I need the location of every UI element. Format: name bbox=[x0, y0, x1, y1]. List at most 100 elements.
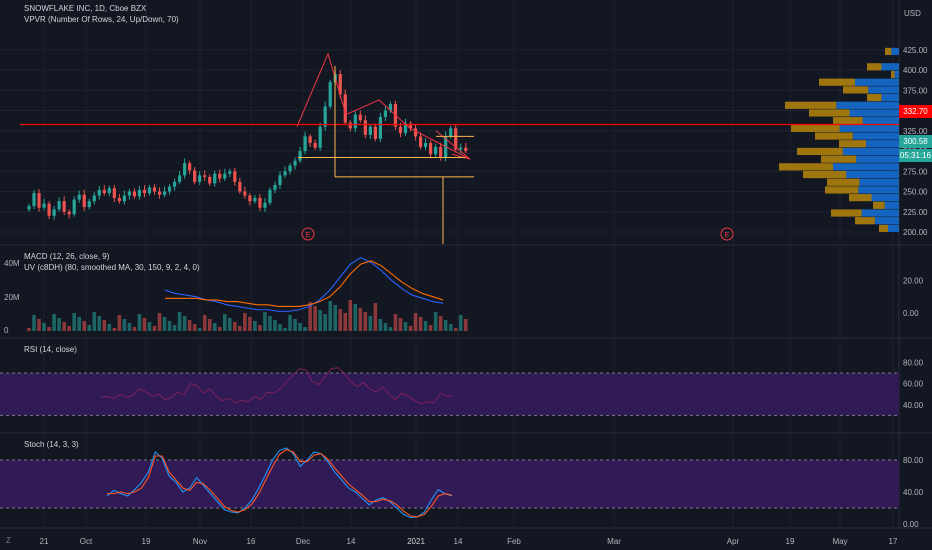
volume-bar bbox=[233, 322, 237, 331]
vpvr-down-bar bbox=[827, 178, 860, 186]
time-tick-label: 19 bbox=[142, 537, 151, 546]
candle-body bbox=[308, 136, 312, 143]
volume-bar bbox=[373, 303, 378, 331]
vpvr-up-bar bbox=[836, 101, 899, 109]
candle-body bbox=[47, 203, 51, 216]
volume-bar bbox=[288, 315, 292, 331]
rsi-label: RSI (14, close) bbox=[24, 345, 77, 354]
vpvr-up-bar bbox=[891, 47, 899, 56]
volume-bar bbox=[413, 313, 418, 331]
candle-body bbox=[183, 163, 187, 176]
candle-body bbox=[238, 181, 242, 192]
candle-body bbox=[303, 136, 307, 151]
candle-body bbox=[218, 173, 222, 179]
macd-tick-label: 20.00 bbox=[903, 276, 924, 285]
candle-body bbox=[313, 142, 317, 148]
timezone-icon[interactable]: Z bbox=[6, 536, 11, 545]
candle-body bbox=[439, 146, 443, 158]
price-tick-label: 250.00 bbox=[903, 188, 928, 197]
volume-bar bbox=[222, 314, 227, 331]
head-shoulders-pattern bbox=[296, 52, 471, 160]
vpvr-down-bar bbox=[825, 186, 859, 194]
candle-body bbox=[363, 120, 367, 135]
volume-bar bbox=[192, 324, 197, 331]
volume-bar bbox=[77, 317, 81, 331]
volume-bar bbox=[172, 325, 177, 331]
candle-body bbox=[454, 128, 458, 150]
candle-body bbox=[228, 171, 232, 174]
vpvr-up-bar bbox=[888, 224, 899, 232]
vpvr-up-bar bbox=[884, 201, 899, 209]
volume-bar bbox=[298, 323, 302, 331]
vpvr-up-bar bbox=[849, 109, 899, 117]
candle-body bbox=[188, 163, 192, 171]
volume-bar bbox=[423, 321, 428, 331]
countdown-badge: 05:31:16 bbox=[899, 149, 932, 162]
volume-bar bbox=[62, 322, 66, 331]
volume-bar bbox=[72, 313, 76, 331]
vpvr-down-bar bbox=[839, 140, 866, 148]
volume-bar bbox=[42, 323, 46, 331]
volume-bar bbox=[112, 328, 117, 331]
candle-body bbox=[434, 146, 438, 155]
vpvr-down-bar bbox=[855, 217, 875, 225]
candle-body bbox=[178, 175, 182, 182]
candle-body bbox=[358, 114, 362, 121]
volume-bar bbox=[318, 310, 322, 331]
vpvr-up-bar bbox=[858, 186, 899, 194]
volume-bar bbox=[248, 317, 252, 331]
volume-bar bbox=[348, 300, 353, 331]
macd-label: MACD (12, 26, close, 9) bbox=[24, 252, 110, 261]
last-price-badge: 300.58 bbox=[899, 135, 932, 148]
candle-body bbox=[318, 126, 322, 148]
vpvr-down-bar bbox=[833, 117, 863, 125]
time-tick-label: 14 bbox=[347, 537, 356, 546]
vpvr-down-bar bbox=[797, 147, 843, 156]
volume-bar bbox=[92, 312, 97, 331]
stoch-band bbox=[0, 460, 899, 508]
volume-bar bbox=[353, 304, 358, 331]
price-candles bbox=[27, 70, 468, 220]
volume-bar bbox=[383, 323, 388, 331]
volume-bar bbox=[107, 324, 112, 331]
candle-body bbox=[37, 193, 41, 208]
vpvr-down-bar bbox=[815, 132, 853, 140]
volume-bar bbox=[238, 326, 242, 331]
candle-body bbox=[328, 82, 332, 107]
volume-bar bbox=[293, 319, 297, 331]
candle-body bbox=[42, 203, 46, 208]
volume-bar bbox=[363, 312, 368, 331]
volume-bar bbox=[67, 326, 71, 331]
candle-body bbox=[117, 197, 121, 202]
volume-bar bbox=[378, 319, 383, 331]
candle-body bbox=[348, 122, 352, 129]
vpvr-up-bar bbox=[871, 194, 899, 202]
candle-body bbox=[127, 191, 131, 196]
candle-body bbox=[142, 189, 147, 194]
volume-bar bbox=[217, 327, 222, 331]
time-tick-label: 14 bbox=[454, 537, 463, 546]
candle-body bbox=[383, 110, 388, 117]
vpvr-up-bar bbox=[855, 78, 899, 86]
candle-body bbox=[278, 175, 282, 186]
volume-profile bbox=[779, 47, 899, 232]
candle-body bbox=[423, 142, 428, 147]
vpvr-up-bar bbox=[874, 217, 899, 225]
candle-body bbox=[388, 104, 393, 111]
vpvr-down-bar bbox=[885, 47, 892, 56]
candle-body bbox=[233, 171, 237, 182]
volume-bar bbox=[177, 312, 182, 331]
volume-bar bbox=[433, 312, 438, 331]
vpvr-up-bar bbox=[846, 170, 899, 179]
vpvr-down-bar bbox=[779, 163, 833, 171]
volume-bar bbox=[202, 315, 207, 331]
volume-bar bbox=[87, 325, 92, 331]
vpvr-up-bar bbox=[881, 93, 899, 102]
vpvr-up-bar bbox=[894, 70, 899, 79]
volume-bar bbox=[313, 306, 317, 331]
volume-bar bbox=[137, 314, 142, 331]
candle-body bbox=[213, 173, 217, 184]
volume-bar bbox=[97, 316, 102, 331]
volume-bar bbox=[463, 319, 468, 331]
